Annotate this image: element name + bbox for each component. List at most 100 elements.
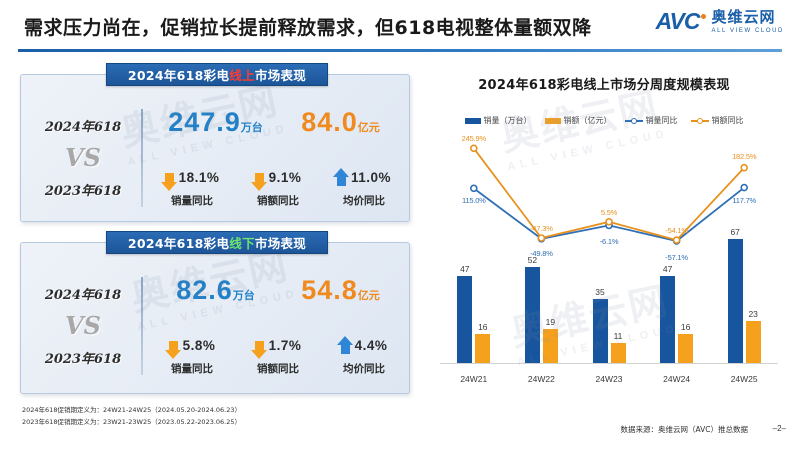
page-header: 需求压力尚在，促销拉长提前释放需求，但618电视整体量额双降 AVC 奥维云网 … — [0, 0, 800, 52]
bar-revenue[interactable] — [745, 321, 761, 364]
bar-volume[interactable] — [592, 298, 608, 364]
arrow-down-icon — [250, 167, 267, 191]
card-banner-text: 2024年618彩电线上市场表现 — [127, 68, 307, 83]
chart-plot-area: 47 16 52 19 35 11 47 16 67 23 115.0% -49.8% -6.1% -57… — [418, 128, 790, 390]
revenue-number: 54.8 — [301, 275, 358, 305]
metric-value: 4.4% — [354, 337, 388, 353]
bar-volume[interactable] — [457, 276, 473, 364]
metric-row-group: 18.1% 销量同比 9.1% 销额同比 11.0% 均价同比 — [149, 167, 407, 208]
year-previous: 2023年618 — [44, 183, 122, 199]
year-previous: 2023年618 — [44, 351, 122, 367]
metric-value: 1.7% — [268, 337, 302, 353]
bar-revenue[interactable] — [610, 343, 626, 364]
bar-value-label: 35 — [595, 286, 605, 297]
point-value-label: -6.1% — [599, 237, 619, 247]
year-current: 2024年618 — [44, 287, 122, 303]
legend-item-volume-line[interactable]: 销量同比 — [624, 115, 678, 126]
arrow-down-icon — [164, 335, 181, 359]
data-point[interactable] — [537, 234, 546, 242]
x-tick-label: 24W25 — [730, 374, 758, 384]
data-point[interactable] — [740, 183, 749, 192]
avc-logo: AVC 奥维云网 ALL VIEW CLOUD — [656, 8, 784, 35]
bar-volume[interactable] — [524, 266, 540, 364]
logo-mark-text: AVC — [655, 8, 701, 34]
legend-label: 销量（万台） — [483, 116, 532, 125]
x-tick-label: 24W23 — [595, 374, 623, 384]
vs-label: VS — [65, 310, 101, 340]
bar-volume[interactable] — [727, 238, 743, 364]
metric-value: 9.1% — [268, 169, 302, 185]
logo-wordmark: 奥维云网 ALL VIEW CLOUD — [711, 7, 784, 34]
arrow-up-icon — [332, 167, 349, 187]
x-tick-label: 24W22 — [527, 374, 555, 384]
bar-value-label: 23 — [748, 309, 758, 320]
metric-revenue-yoy: 9.1% 销额同比 — [235, 167, 321, 208]
data-point[interactable] — [469, 144, 478, 153]
metric-avgprice-yoy: 11.0% 均价同比 — [321, 167, 407, 208]
headline-value-volume: 247.9万台 — [153, 107, 278, 138]
metric-volume-yoy: 18.1% 销量同比 — [149, 167, 235, 208]
x-tick-label: 24W21 — [460, 374, 488, 384]
logo-cn-text: 奥维云网 — [711, 7, 776, 26]
point-value-label: -49.8% — [530, 248, 553, 258]
arrow-down-icon — [160, 167, 177, 191]
card-banner: 2024年618彩电线上市场表现 — [106, 63, 328, 86]
weekly-scale-chart: 2024年618彩电线上市场分周度规模表现 销量（万台） 销额（亿元） 销量同比… — [418, 66, 790, 406]
logo-dot-icon — [701, 14, 707, 19]
headline-value-revenue: 84.0亿元 — [278, 107, 403, 138]
legend-label: 销额同比 — [711, 116, 744, 125]
bar-value-label: 52 — [527, 254, 538, 265]
volume-unit: 万台 — [232, 289, 255, 302]
bar-volume[interactable] — [660, 276, 676, 364]
point-value-label: 245.9% — [461, 134, 486, 144]
bar-value-label: 47 — [460, 264, 470, 275]
bar-revenue[interactable] — [542, 328, 558, 364]
revenue-unit: 亿元 — [357, 121, 380, 134]
metric-value: 18.1% — [178, 169, 220, 185]
comparison-years: 2024年618 VS 2023年618 — [29, 101, 137, 213]
point-value-label: 5.5% — [600, 207, 618, 217]
legend-swatch — [624, 117, 643, 124]
arrow-down-icon — [250, 335, 267, 359]
legend-swatch — [464, 117, 481, 124]
chart-legend: 销量（万台） 销额（亿元） 销量同比 销额同比 — [418, 115, 790, 126]
point-value-label: 115.0% — [461, 196, 486, 206]
bar-value-label: 67 — [730, 226, 740, 237]
headline-value-revenue: 54.8亿元 — [278, 275, 403, 306]
point-value-label: -47.3% — [530, 223, 553, 233]
header-divider — [18, 49, 782, 52]
footnotes: 2024年618促销期定义为：24W21-24W25（2024.05.20-20… — [22, 404, 241, 429]
legend-swatch — [544, 117, 561, 124]
bar-value-label: 47 — [662, 264, 673, 275]
revenue-number: 84.0 — [301, 107, 358, 137]
card-divider — [141, 277, 143, 375]
chart-lines-svg — [469, 144, 749, 245]
legend-item-revenue-line[interactable]: 销额同比 — [690, 115, 744, 126]
volume-number: 247.9 — [168, 107, 241, 137]
data-point[interactable] — [672, 236, 681, 244]
revenue-unit: 亿元 — [357, 289, 380, 302]
metric-label: 销量同比 — [171, 363, 213, 375]
vs-label: VS — [65, 142, 101, 172]
data-point[interactable] — [469, 184, 478, 193]
legend-swatch — [690, 117, 709, 124]
card-banner-text: 2024年618彩电线下市场表现 — [127, 236, 307, 251]
metric-revenue-yoy: 1.7% 销额同比 — [235, 335, 321, 376]
legend-item-volume-bar[interactable]: 销量（万台） — [464, 115, 532, 126]
card-divider — [141, 109, 143, 207]
bar-revenue[interactable] — [475, 334, 491, 364]
point-value-label: -57.1% — [665, 252, 688, 262]
metric-label: 均价同比 — [343, 195, 385, 207]
legend-label: 销量同比 — [645, 116, 678, 125]
point-value-label: -54.1% — [665, 226, 688, 236]
data-source-note: 数据来源：奥维云网（AVC）推总数据 — [620, 425, 748, 434]
online-market-card: 2024年618彩电线上市场表现 2024年618 VS 2023年618 24… — [20, 63, 410, 222]
metric-label: 销额同比 — [257, 195, 299, 207]
bar-value-label: 11 — [613, 331, 623, 342]
legend-item-revenue-bar[interactable]: 销额（亿元） — [544, 115, 612, 126]
data-point[interactable] — [740, 163, 749, 172]
bar-revenue[interactable] — [678, 334, 694, 364]
data-point[interactable] — [605, 218, 613, 226]
logo-en-text: ALL VIEW CLOUD — [711, 27, 784, 34]
